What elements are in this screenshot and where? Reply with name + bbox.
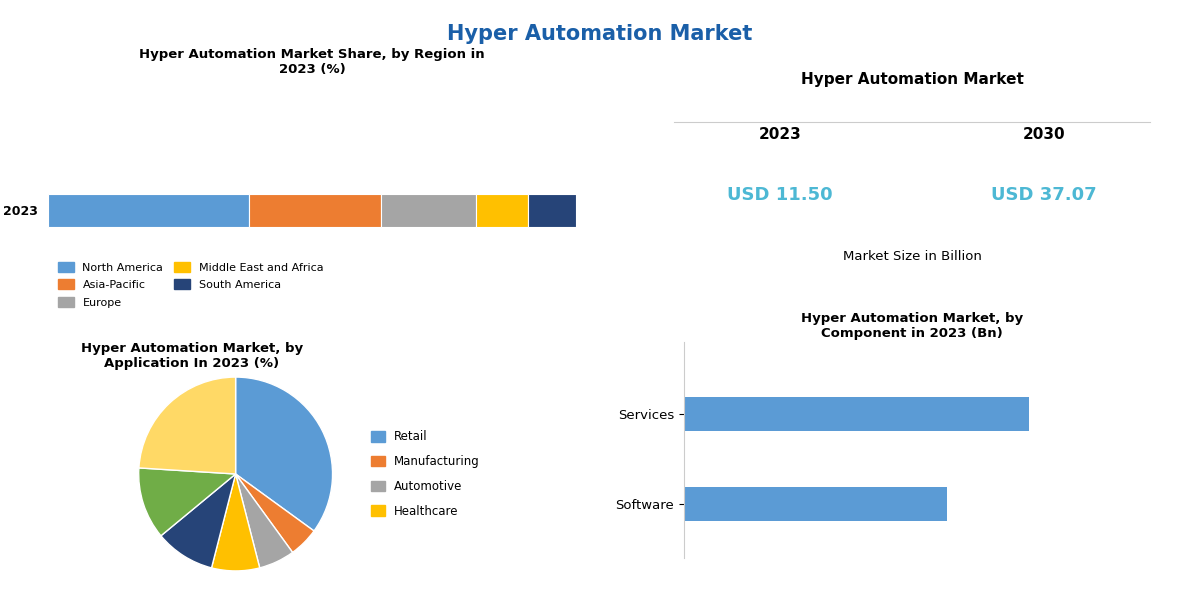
Wedge shape	[235, 377, 332, 531]
Bar	[528, 193, 576, 226]
Wedge shape	[161, 474, 235, 568]
Text: Hyper Automation Market, by
Component in 2023 (Bn): Hyper Automation Market, by Component in…	[800, 312, 1024, 340]
Bar	[248, 193, 380, 226]
Bar	[380, 193, 475, 226]
Text: 2023: 2023	[758, 127, 802, 142]
Legend: Retail, Manufacturing, Automotive, Healthcare: Retail, Manufacturing, Automotive, Healt…	[366, 425, 485, 523]
Bar	[48, 193, 248, 226]
Text: Hyper Automation Market: Hyper Automation Market	[448, 24, 752, 44]
Bar	[684, 397, 1028, 431]
Wedge shape	[139, 468, 235, 536]
Wedge shape	[235, 474, 314, 553]
Text: 2030: 2030	[1022, 127, 1066, 142]
Wedge shape	[211, 474, 259, 571]
Text: USD 37.07: USD 37.07	[991, 186, 1097, 204]
Text: Hyper Automation Market, by
Application In 2023 (%): Hyper Automation Market, by Application …	[80, 342, 304, 370]
Bar	[684, 487, 948, 521]
Wedge shape	[139, 377, 235, 474]
Text: USD 11.50: USD 11.50	[727, 186, 833, 204]
Bar	[475, 193, 528, 226]
Text: Hyper Automation Market: Hyper Automation Market	[800, 72, 1024, 87]
Wedge shape	[235, 474, 293, 568]
Text: Hyper Automation Market Share, by Region in
2023 (%): Hyper Automation Market Share, by Region…	[139, 48, 485, 76]
Legend: North America, Asia-Pacific, Europe, Middle East and Africa, South America: North America, Asia-Pacific, Europe, Mid…	[54, 257, 328, 312]
Text: Market Size in Billion: Market Size in Billion	[842, 250, 982, 263]
